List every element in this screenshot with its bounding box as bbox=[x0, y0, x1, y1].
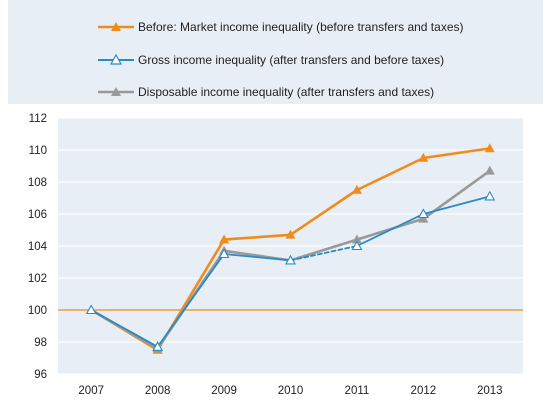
line-segment-gross-income bbox=[289, 245, 358, 262]
data-point-gross-income bbox=[218, 248, 230, 259]
data-point-gross-income bbox=[152, 341, 164, 351]
legend-label-gross-income: Gross income inequality (after transfers… bbox=[138, 53, 445, 67]
data-point-market-income bbox=[351, 184, 362, 194]
data-point-disposable-income bbox=[418, 213, 429, 223]
legend-swatch-market-income bbox=[98, 22, 134, 31]
y-axis: 96 98 100 102 104 106 108 110 112 bbox=[28, 113, 48, 381]
line-segment-disposable-income bbox=[289, 238, 359, 262]
data-point-gross-income bbox=[484, 190, 496, 201]
data-point-market-income bbox=[219, 234, 230, 244]
legend-swatch-disposable-income bbox=[98, 87, 134, 96]
y-tick-label: 112 bbox=[29, 113, 47, 125]
x-tick-label: 2013 bbox=[477, 385, 503, 397]
legend-label-market-income: Before: Market income inequality (before… bbox=[138, 20, 464, 34]
y-tick-label: 100 bbox=[28, 305, 47, 317]
y-tick-label: 106 bbox=[28, 209, 47, 221]
data-point-gross-income bbox=[85, 304, 97, 315]
legend-item-disposable-income: Disposable income inequality (after tran… bbox=[96, 82, 434, 102]
legend: Before: Market income inequality (before… bbox=[8, 0, 543, 104]
legend-item-market-income: Before: Market income inequality (before… bbox=[96, 17, 464, 37]
x-axis: 2007 2008 2009 2010 2011 2012 2013 bbox=[78, 385, 502, 397]
y-tick-label: 110 bbox=[29, 145, 47, 157]
legend-swatch-gross-income bbox=[98, 53, 134, 65]
data-point-gross-income bbox=[351, 240, 363, 251]
series-lines bbox=[89, 147, 492, 352]
line-segment-gross-income bbox=[156, 253, 225, 348]
data-point-market-income bbox=[285, 229, 296, 239]
y-tick-label: 96 bbox=[34, 369, 47, 381]
y-tick-label: 102 bbox=[28, 273, 47, 285]
data-point-market-income bbox=[484, 143, 495, 153]
line-segment-market-income bbox=[422, 147, 492, 160]
x-tick-label: 2010 bbox=[278, 385, 304, 397]
legend-item-gross-income: Gross income inequality (after transfers… bbox=[96, 50, 444, 70]
line-segment-gross-income bbox=[422, 195, 491, 215]
line-segment-market-income bbox=[355, 156, 425, 192]
series-markers bbox=[85, 143, 496, 354]
x-tick-label: 2009 bbox=[211, 385, 237, 397]
line-segment-gross-income bbox=[223, 253, 292, 262]
line-segment-gross-income bbox=[356, 213, 425, 247]
y-tick-label: 98 bbox=[34, 337, 47, 349]
x-tick-label: 2008 bbox=[145, 385, 171, 397]
y-tick-label: 104 bbox=[28, 241, 48, 253]
line-segment-market-income bbox=[222, 233, 292, 241]
line-segment-market-income bbox=[289, 188, 359, 237]
data-point-gross-income bbox=[417, 208, 429, 219]
data-point-gross-income bbox=[285, 254, 296, 265]
legend-label-disposable-income: Disposable income inequality (after tran… bbox=[138, 85, 435, 99]
y-tick-label: 108 bbox=[28, 177, 47, 189]
x-tick-label: 2012 bbox=[411, 385, 437, 397]
data-point-market-income bbox=[418, 152, 429, 162]
data-point-disposable-income bbox=[484, 165, 495, 175]
x-tick-label: 2007 bbox=[78, 385, 104, 397]
x-tick-label: 2011 bbox=[345, 385, 370, 397]
line-segment-gross-income bbox=[90, 309, 159, 348]
